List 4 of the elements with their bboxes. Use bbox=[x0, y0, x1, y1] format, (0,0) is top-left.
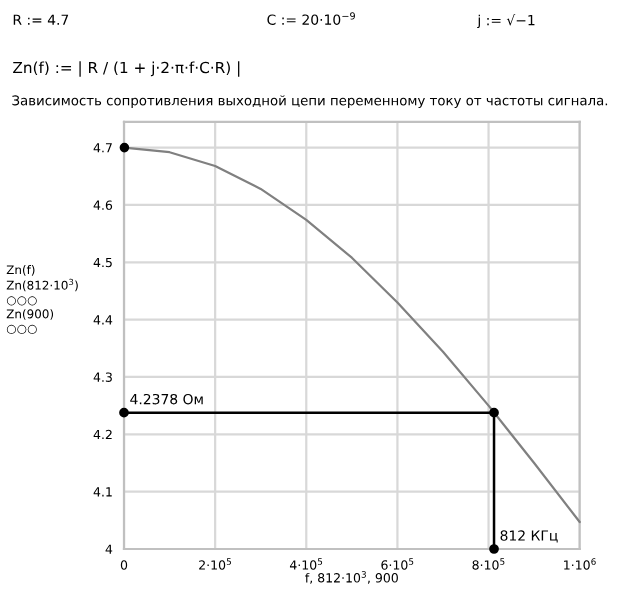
point bbox=[119, 407, 129, 418]
point bbox=[489, 407, 499, 418]
point bbox=[119, 142, 130, 153]
point bbox=[489, 544, 499, 554]
